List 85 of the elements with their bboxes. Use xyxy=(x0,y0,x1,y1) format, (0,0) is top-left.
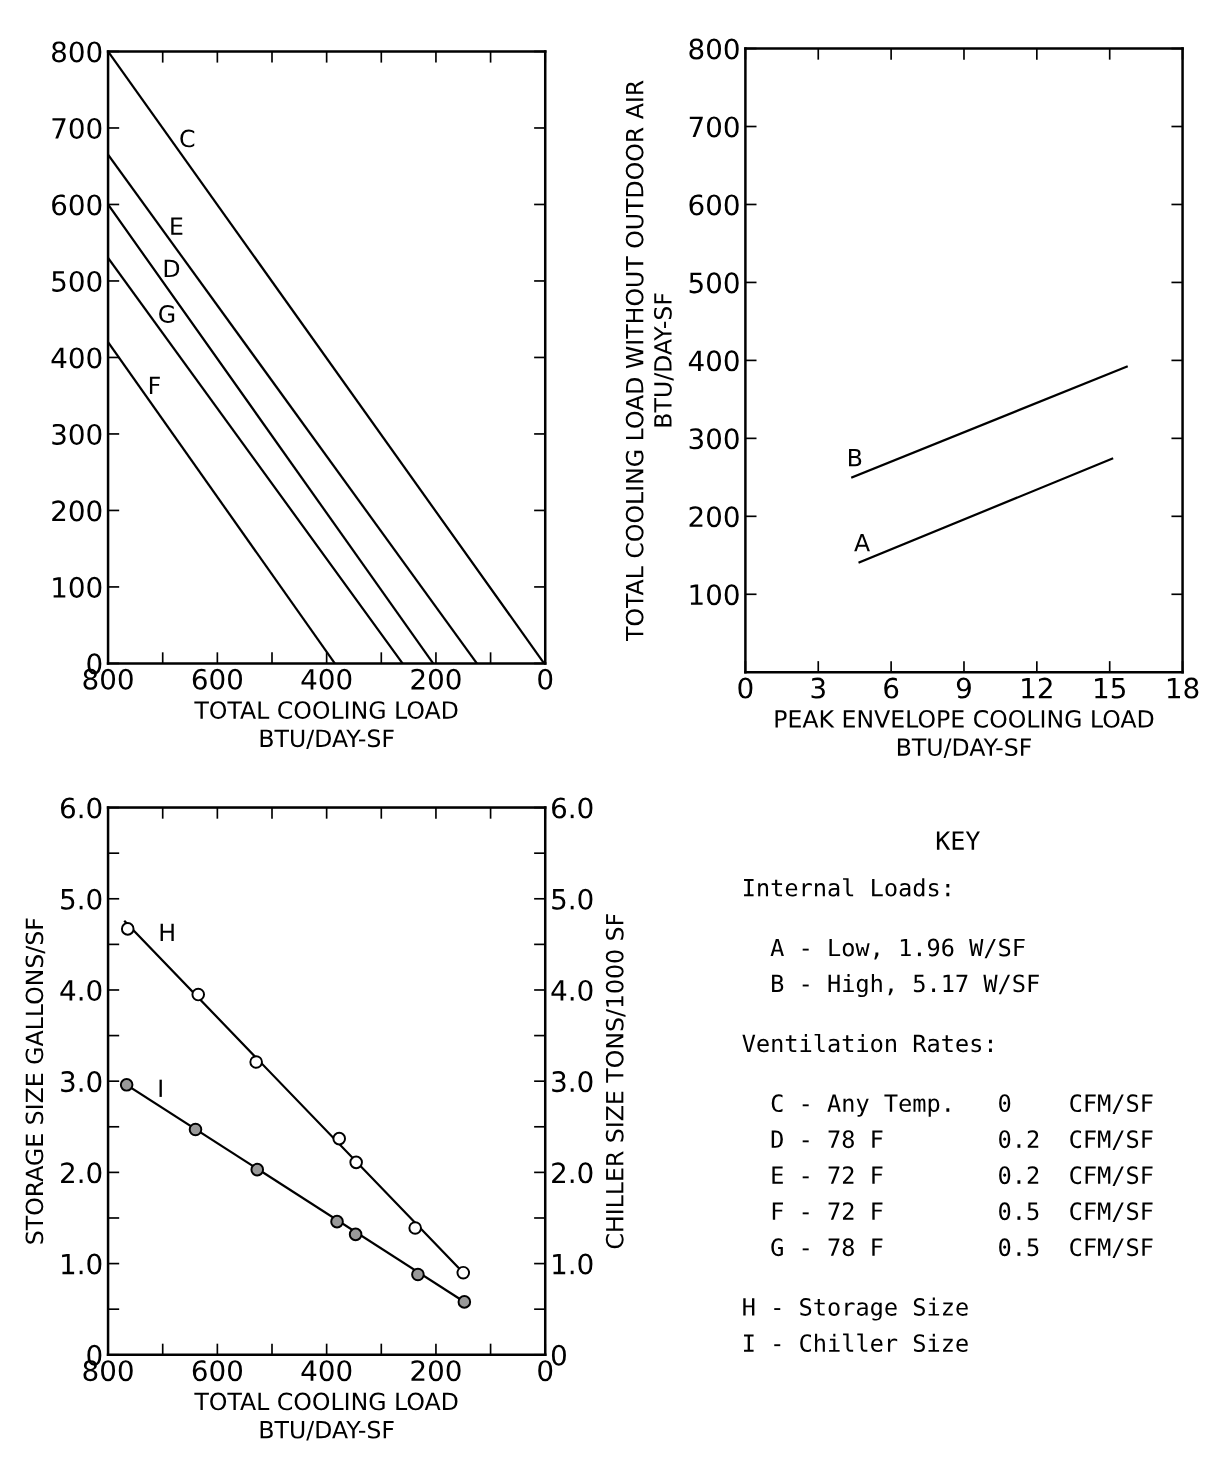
point xyxy=(457,1295,472,1309)
point xyxy=(408,1221,422,1235)
x-axis-title: TOTAL COOLING LOAD BTU/DAY-SF xyxy=(194,1392,458,1441)
y2-tick-label: 6.0 xyxy=(552,797,593,819)
y2-axis-title: CHILLER SIZE TONS/1000 SF xyxy=(605,914,626,1249)
point xyxy=(119,1078,134,1092)
point xyxy=(188,1122,203,1137)
x-tick-label: 0 xyxy=(538,1360,553,1382)
x-axis-title: PEAK ENVELOPE COOLING LOAD BTU/DAY-SF xyxy=(775,709,1154,758)
y-tick-label: 4.0 xyxy=(60,979,102,1001)
point xyxy=(250,1162,265,1177)
text: Ventilation Rates: xyxy=(742,1033,992,1053)
point xyxy=(411,1267,425,1282)
y-tick-label: 3.0 xyxy=(61,1071,102,1093)
y2-tick-label: 3.0 xyxy=(552,1071,593,1093)
y-tick-label: 100 xyxy=(690,584,739,606)
text: Internal Loads: xyxy=(744,878,950,897)
text: A - Low, 1.96 W/SF xyxy=(770,938,1025,960)
y-tick-label: 600 xyxy=(52,194,102,216)
x-tick-label: 400 xyxy=(301,668,352,690)
y-tick-label: 500 xyxy=(52,270,102,292)
y-tick-label: 800 xyxy=(52,41,102,63)
series-label: B xyxy=(849,449,862,467)
y-tick-label: 400 xyxy=(688,350,739,372)
x-tick-label: 200 xyxy=(411,668,461,690)
y-tick-label: 1.0 xyxy=(62,1253,102,1275)
x-tick-label: 600 xyxy=(192,668,243,690)
x-tick-label: 600 xyxy=(192,1360,243,1382)
x-tick-label: 3 xyxy=(811,677,825,699)
series-label: I xyxy=(159,1079,162,1097)
text: G - 78 F 0.5 CFM/SF xyxy=(771,1238,1153,1259)
y-tick-label: 200 xyxy=(52,500,102,522)
text: I - Chiller Size xyxy=(744,1333,968,1353)
point xyxy=(349,1155,363,1170)
y-tick-label: 100 xyxy=(53,576,102,598)
text: C - Any Temp. 0 CFM/SF xyxy=(771,1094,1153,1117)
y-tick-label: 800 xyxy=(689,38,739,60)
y-tick-label: 400 xyxy=(51,347,102,369)
y-tick-label: 700 xyxy=(689,116,739,138)
series-label: D xyxy=(164,259,180,278)
x-tick-label: 15 xyxy=(1095,677,1125,699)
y-tick-label: 600 xyxy=(689,194,739,216)
y-tick-label: 2.0 xyxy=(61,1162,102,1184)
point xyxy=(456,1265,471,1280)
y-tick-label: 5.0 xyxy=(61,888,102,910)
x-tick-label: 0 xyxy=(538,668,553,690)
y-tick-label: 300 xyxy=(689,428,739,450)
series-label: F xyxy=(149,376,160,395)
y-tick-label: 700 xyxy=(52,117,102,139)
y-tick-label: 500 xyxy=(689,272,739,294)
series-label: E xyxy=(171,217,183,235)
x-tick-label: 6 xyxy=(884,677,899,699)
text: B - High, 5.17 W/SF xyxy=(772,974,1039,998)
series-label: C xyxy=(180,129,195,148)
y2-tick-label: 1.0 xyxy=(553,1253,593,1275)
text: E - 72 F 0.2 CFM/SF xyxy=(772,1166,1153,1186)
series-label: G xyxy=(159,305,175,323)
x-tick-label: 200 xyxy=(411,1360,461,1382)
point xyxy=(120,922,135,936)
point xyxy=(191,987,206,1002)
y-tick-label: 6.0 xyxy=(60,797,102,819)
text: F - 72 F 0.5 CFM/SF xyxy=(772,1202,1153,1223)
point xyxy=(330,1214,344,1229)
x-tick-label: 400 xyxy=(301,1360,352,1382)
x-axis-title: TOTAL COOLING LOAD BTU/DAY-SF xyxy=(194,701,458,750)
x-tick-label: 9 xyxy=(956,677,971,699)
series-label: A xyxy=(854,533,870,552)
point xyxy=(249,1055,263,1069)
text: KEY xyxy=(936,831,980,850)
y-tick-label: 200 xyxy=(689,506,739,528)
y2-tick-label: 4.0 xyxy=(551,979,593,1001)
text: H - Storage Size xyxy=(743,1297,968,1321)
y2-tick-label: 2.0 xyxy=(552,1162,593,1184)
x-tick-label: 18 xyxy=(1167,677,1199,699)
y2-tick-label: 0 xyxy=(551,1344,566,1366)
text: D - 78 F 0.2 CFM/SF xyxy=(771,1130,1153,1150)
y-axis-title: TOTAL COOLING LOAD WITHOUT OUTDOOR AIR BTU/DAY-SF xyxy=(625,80,674,642)
point xyxy=(348,1227,363,1242)
x-tick-label: 0 xyxy=(738,677,753,699)
y-tick-label: 300 xyxy=(52,423,102,445)
series-label: H xyxy=(160,923,174,941)
y-axis-title: STORAGE SIZE GALLONS/SF xyxy=(25,918,46,1244)
point xyxy=(332,1131,346,1146)
y2-tick-label: 5.0 xyxy=(552,888,593,910)
x-tick-label: 12 xyxy=(1022,677,1052,699)
